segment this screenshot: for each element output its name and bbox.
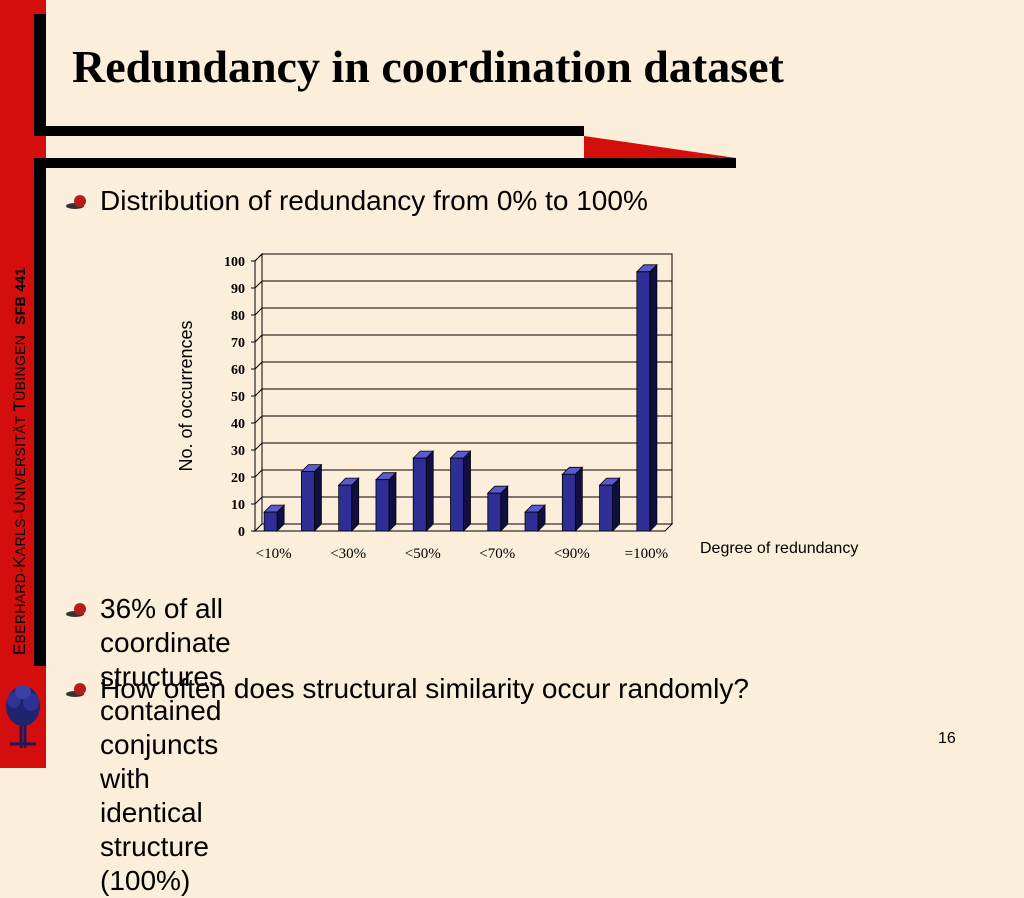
bar — [450, 457, 464, 532]
x-tick-label: =100% — [625, 546, 668, 562]
gridline — [254, 388, 672, 397]
bullet-text: How often does structural similarity occ… — [100, 673, 749, 704]
y-axis-label: No. of occurrences — [176, 320, 196, 471]
y-tick-label: 90 — [231, 282, 245, 297]
bullet-text: Distribution of redundancy from 0% to 10… — [100, 185, 648, 216]
bar-side — [500, 485, 509, 532]
y-tick-label: 30 — [231, 444, 245, 459]
bar-side — [314, 463, 322, 532]
bar — [487, 492, 502, 532]
gridline — [254, 415, 672, 424]
y-tick-label: 40 — [231, 417, 245, 432]
bullet-icon — [66, 195, 86, 209]
frame-lines — [34, 14, 736, 666]
gridline — [254, 469, 672, 478]
x-tick-label: <10% — [256, 546, 292, 562]
x-tick-label: <70% — [479, 546, 515, 562]
bar — [636, 271, 651, 532]
y-tick-label: 50 — [231, 390, 245, 405]
bullet-icon — [66, 683, 86, 697]
gridline — [254, 307, 672, 316]
bar-side — [351, 477, 360, 532]
bar — [301, 471, 315, 532]
bar — [263, 511, 278, 532]
y-tick-label: 10 — [231, 498, 245, 513]
x-tick-label: <30% — [330, 546, 366, 562]
gridline — [254, 280, 672, 289]
y-tick-label: 80 — [231, 309, 245, 324]
bar — [599, 484, 613, 532]
bar — [524, 511, 539, 532]
bar-side — [463, 450, 471, 532]
gridline — [254, 442, 672, 451]
bar-side — [425, 450, 434, 532]
bar — [412, 457, 427, 532]
gridline — [254, 253, 672, 262]
bar — [338, 484, 353, 532]
gridline — [254, 334, 672, 343]
bar — [375, 479, 390, 532]
gridline — [254, 496, 672, 505]
y-tick-label: 70 — [231, 336, 245, 351]
y-tick-label: 0 — [238, 525, 245, 540]
x-tick-label: <50% — [405, 546, 441, 562]
y-tick-label: 20 — [231, 471, 245, 486]
x-axis-label: Degree of redundancy — [700, 540, 858, 557]
page-number: 16 — [938, 730, 956, 747]
y-tick-label: 100 — [224, 255, 245, 270]
x-tick-label: <90% — [554, 546, 590, 562]
bullet-icon — [66, 603, 86, 617]
bar-side — [574, 466, 583, 532]
bar-side — [612, 477, 620, 532]
bar-side — [388, 471, 397, 532]
page-title: Redundancy in coordination dataset — [72, 41, 784, 92]
gridline — [254, 361, 672, 370]
bar — [561, 473, 576, 532]
y-tick-label: 60 — [231, 363, 245, 378]
bar-side — [649, 263, 658, 532]
tree-logo-icon — [6, 685, 40, 748]
bar-chart: 0 10 20 30 40 50 60 70 80 90 100 <10% <30% <50% <70% <9… — [176, 252, 858, 562]
